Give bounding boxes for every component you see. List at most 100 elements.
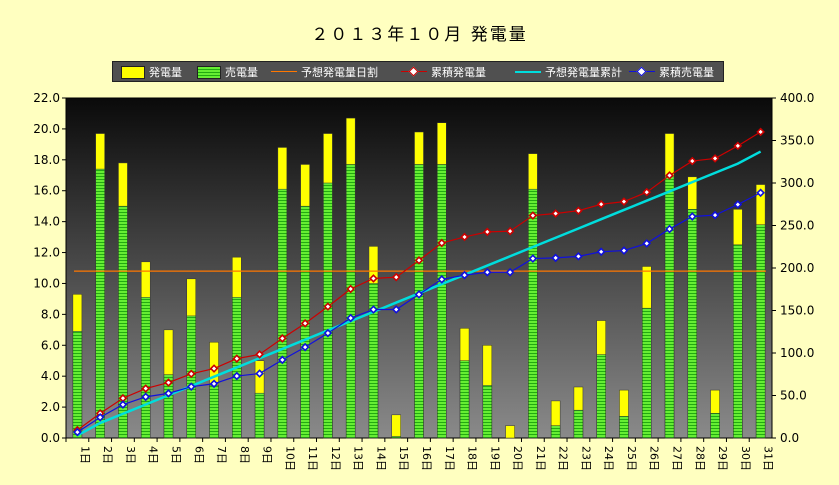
line-cumulative-generation-point [437, 238, 447, 248]
legend-swatch-box [121, 66, 145, 79]
y-right-tick-label: 150.0 [780, 304, 814, 318]
line-cumulative-sold-point [756, 188, 765, 198]
x-tick-label: 18日 [466, 446, 479, 471]
x-tick-label: 29日 [716, 446, 729, 471]
line-cumulative-generation-point [323, 302, 333, 311]
y-left-tick-label: 10.0 [33, 276, 60, 290]
line-cumulative-sold-point [596, 247, 606, 257]
bar-sold [72, 331, 83, 439]
line-cumulative-generation-point [209, 364, 219, 373]
x-tick-label: 16日 [420, 446, 433, 471]
x-tick-label: 7日 [215, 446, 228, 464]
bar-sold [140, 297, 151, 439]
bar-sold [710, 413, 720, 439]
line-cumulative-generation-point [414, 256, 424, 265]
line-cumulative-generation-point [232, 354, 242, 363]
line-cumulative-sold-point [209, 379, 219, 389]
x-tick-label: 25日 [625, 446, 638, 471]
legend-item: 発電量 [117, 62, 182, 81]
y-right-tick-label: 50.0 [780, 389, 807, 403]
line-cumulative-sold-point [642, 239, 652, 248]
x-tick-label: 14日 [374, 446, 387, 471]
line-cumulative-generation-point [710, 154, 720, 163]
legend-item: 売電量 [193, 62, 258, 81]
line-cumulative-sold-point [300, 342, 310, 352]
line-cumulative-generation-point [300, 319, 310, 328]
line-cumulative-sold-point [710, 210, 720, 220]
line-cumulative-generation-point [733, 141, 743, 151]
y-right-tick-label: 250.0 [780, 219, 814, 233]
bar-generation [505, 425, 515, 439]
line-cumulative-sold-point [95, 413, 105, 422]
bar-sold [573, 409, 584, 439]
line-cumulative-sold-point [437, 275, 447, 284]
legend-swatch [269, 62, 299, 81]
bar-sold [118, 205, 128, 439]
x-tick-label: 17日 [443, 446, 456, 471]
x-tick-label: 5日 [169, 446, 182, 464]
legend-swatch-line [515, 71, 541, 73]
line-cumulative-sold-point [619, 246, 629, 255]
x-tick-label: 1日 [78, 446, 91, 464]
line-cumulative-sold-point [369, 305, 378, 314]
legend-swatch-marker [636, 66, 647, 77]
line-cumulative-sold-point [391, 305, 401, 314]
x-tick-label: 22日 [557, 446, 570, 471]
line-cumulative-generation-point [528, 211, 538, 220]
line-cumulative-generation-point [551, 209, 560, 218]
bar-sold [437, 164, 447, 439]
y-left-tick-label: 8.0 [41, 307, 60, 321]
line-cumulative-sold-point [733, 200, 743, 209]
bar-sold [209, 385, 219, 439]
line-cumulative-generation-point [482, 227, 492, 237]
x-tick-label: 10日 [283, 446, 296, 471]
line-cumulative-sold-point [186, 382, 196, 391]
y-left-tick-label: 6.0 [41, 338, 60, 352]
legend-item: 累積売電量 [627, 62, 714, 81]
legend-swatch [513, 62, 543, 81]
bar-sold [596, 354, 606, 439]
bar-sold [550, 425, 561, 439]
y-right-tick-label: 100.0 [780, 346, 814, 360]
line-cumulative-generation-point [642, 187, 652, 197]
bar-sold [459, 360, 470, 439]
y-right-tick-label: 0.0 [780, 431, 799, 445]
x-tick-label: 2日 [101, 446, 114, 464]
x-tick-label: 13日 [352, 446, 365, 471]
legend-label: 売電量 [225, 65, 258, 79]
bar-sold [641, 307, 652, 439]
line-cumulative-sold-point [346, 313, 356, 323]
x-tick-label: 20日 [511, 446, 524, 471]
line-cumulative-sold-point [687, 212, 697, 221]
line-cumulative-generation-point [756, 127, 765, 137]
line-cumulative-generation-point [619, 197, 629, 206]
line-cumulative-generation-point [346, 284, 356, 294]
x-tick-label: 4日 [147, 446, 160, 464]
line-cumulative-sold-point [574, 252, 583, 261]
x-tick-label: 24日 [602, 446, 615, 471]
y-left-tick-label: 4.0 [41, 369, 60, 383]
line-cumulative-generation-point [687, 156, 697, 166]
bar-generation [391, 414, 401, 439]
line-cumulative-sold-point [460, 270, 469, 280]
x-tick-label: 8日 [238, 446, 251, 464]
line-cumulative-sold-point [414, 290, 424, 299]
y-left-tick-label: 16.0 [33, 184, 60, 198]
legend-swatch-marker [408, 66, 419, 77]
y-left-tick-label: 18.0 [33, 153, 60, 167]
chart-title: ２０１３年１０月 発電量 [311, 25, 528, 45]
line-cumulative-sold-point [551, 253, 560, 263]
legend-item: 予想発電量累計 [513, 62, 622, 81]
bar-sold [482, 385, 493, 439]
bar-sold [528, 188, 538, 439]
bar-sold [345, 164, 356, 439]
line-cumulative-sold-point [141, 392, 151, 402]
bar-sold [391, 436, 401, 439]
line-cumulative-sold-point [118, 400, 128, 409]
line-cumulative-generation-point [186, 369, 196, 379]
y-left-tick-label: 2.0 [41, 400, 60, 414]
x-tick-label: 28日 [693, 446, 706, 471]
x-tick-label: 19日 [488, 446, 501, 471]
x-tick-label: 12日 [329, 446, 342, 471]
